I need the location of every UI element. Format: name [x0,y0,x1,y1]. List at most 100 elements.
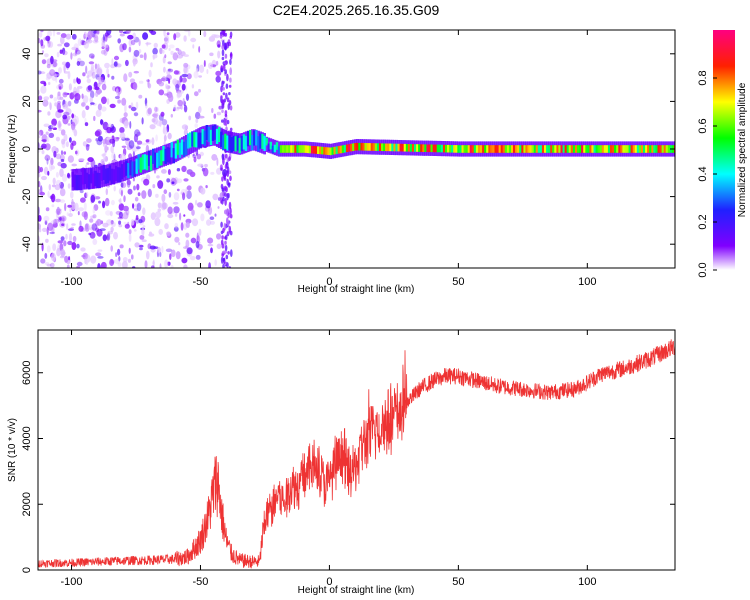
spectrogram-band-core [414,144,417,152]
snr-x-axis-label: Height of straight line (km) [298,585,415,596]
spectrogram-noise-speck [55,208,62,216]
spectrogram-noise-speck [64,101,69,108]
spectrogram-band-core [215,128,219,144]
colorbar-tick-label: 0.6 [697,118,709,133]
spectrogram-band-core [539,145,543,153]
snr-x-ticks: -100 -50 0 50 100 [61,330,596,588]
spectrogram-notch-speck [221,187,225,192]
spectrogram-noise-speck [50,157,54,166]
spectrogram-noise-speck [47,222,54,231]
spectrogram-noise-speck [96,218,102,226]
spectrogram-noise-speck [109,211,113,217]
spectrogram-noise-speck [85,105,90,111]
spectrogram-notch-speck [228,84,232,88]
spectrogram-noise-speck [134,242,140,248]
spectrogram-notch-speck [225,208,229,217]
spectrogram-noise-speck [104,32,109,37]
spectrogram-noise-speck [128,46,132,53]
spectrogram-notch-speck [220,85,223,93]
spectrogram-noise-speck [68,232,73,242]
spectrogram-noise-speck [168,94,174,102]
spectrogram-noise-speck [134,203,140,207]
spectrogram-noise-speck [67,70,71,80]
spectrogram-noise-speck [107,73,110,78]
spectrogram-band-core [302,145,305,153]
spectrogram-band-core [554,145,557,153]
spectrogram-noise-speck [49,231,55,235]
spectrogram-band-core [465,145,468,153]
spectrogram-band-core [610,145,613,153]
spectrogram-noise-speck [136,202,142,212]
spectrogram-notch-speck [229,67,232,76]
spectrogram-noise-speck [43,215,50,222]
spectrogram-band-core [182,141,186,157]
spectrogram-noise-speck [75,49,81,55]
spectrogram-band-core [333,146,336,155]
spectrogram-noise-speck [186,73,192,80]
spectrogram-band-core [405,144,409,152]
spectrogram-noise-speck [211,108,214,113]
spectrogram-noise-speck [118,211,123,219]
spectrogram-band-core [364,143,367,151]
spectrogram-noise-speck [161,44,166,49]
spectrogram-band-core [189,132,192,148]
spectrogram-noise-speck [48,132,55,138]
spectrogram-noise-speck [128,229,132,235]
spectrogram-noise-speck [136,131,142,136]
spectrogram-noise-speck [139,247,143,251]
spectrogram-noise-speck [161,202,168,210]
spectrogram-image [38,30,675,268]
spectrogram-notch-speck [226,262,229,268]
spectrogram-noise-speck [63,42,70,48]
spectrogram-noise-speck [38,148,41,153]
spectrogram-noise-speck [84,122,89,127]
colorbar-gradient [713,30,735,270]
spectrogram-noise-speck [110,220,114,225]
spectrogram-noise-speck [202,167,209,177]
spectrogram-notch-speck [221,244,225,249]
spectrogram-band-core [73,174,76,190]
spectrogram-noise-speck [60,150,64,156]
spectrogram-band-core [325,147,328,155]
spectrogram-band-core [137,154,140,170]
spectrogram-notch-speck [222,263,225,268]
spectrogram-noise-speck [73,129,78,137]
spectrogram-noise-speck [122,211,129,220]
x-tick-label: 0 [326,276,332,288]
spectrogram-band-core [145,155,149,171]
spectrogram-noise-speck [117,262,122,267]
spectrogram-band-core [127,163,130,179]
spectrogram-noise-speck [163,30,166,37]
spectrogram-notch-speck [226,193,229,201]
spectrogram-noise-speck [166,231,171,237]
spectrogram-band-core [339,145,343,154]
spectrogram-noise-speck [173,108,180,111]
spectrogram-band-core [411,144,415,152]
spectrogram-band-core [541,145,545,153]
spectrogram-noise-speck [60,158,65,163]
spectrogram-noise-speck [112,139,116,148]
spectrogram-noise-speck [217,50,221,59]
spectrogram-noise-speck [210,220,215,225]
spectrogram-notch-speck [222,258,225,262]
spectrogram-band-core [323,147,326,155]
spectrogram-band-core [409,144,413,152]
spectrogram-noise-speck [176,168,181,172]
spectrogram-band-core [459,145,462,153]
spectrogram-noise-speck [172,52,178,61]
spectrogram-noise-speck [174,32,181,38]
spectrogram-noise-speck [157,180,164,189]
spectrogram-noise-speck [198,75,203,78]
spectrogram-band-core [154,152,157,168]
spectrogram-band-core [104,168,107,184]
spectrogram-noise-speck [90,194,96,203]
spectrogram-noise-speck [185,93,190,102]
spectrogram-noise-speck [119,132,126,139]
spectrogram-noise-speck [196,153,202,160]
spectrogram-noise-speck [95,129,102,137]
spectrogram-band-core [345,144,349,153]
spectrogram-band-core [420,144,423,152]
spectrogram-noise-speck [142,225,146,228]
spectrogram-noise-speck [52,177,56,185]
spectrogram-band-core [397,143,400,152]
